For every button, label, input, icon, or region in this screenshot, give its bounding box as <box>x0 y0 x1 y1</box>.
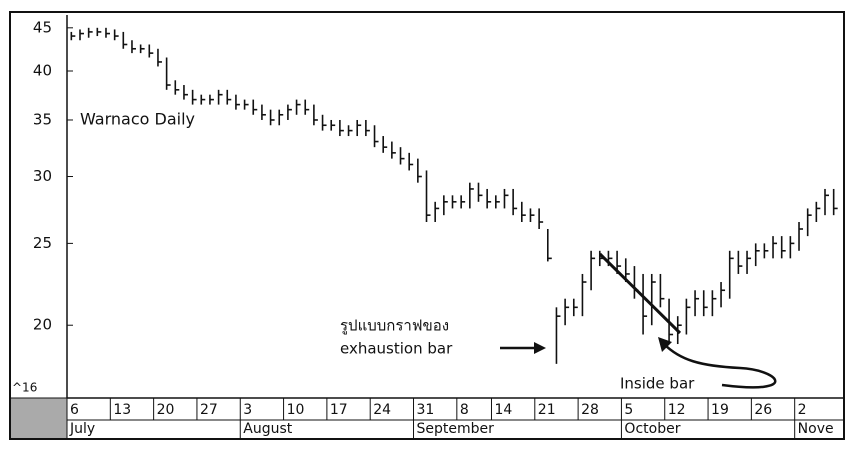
month-label: October <box>624 421 680 437</box>
trend-line <box>598 252 682 335</box>
y-tick-label: 20 <box>33 316 52 334</box>
x-tick-label: 2 <box>798 402 807 418</box>
x-tick-label: 5 <box>624 402 633 418</box>
annotation: รูปแบบกราฟของ <box>340 317 449 335</box>
y-tick-label: 25 <box>33 234 52 252</box>
corner-box <box>11 398 67 438</box>
inside-bar-arrow <box>663 343 777 389</box>
arrow-head <box>534 342 546 354</box>
y-tick-label: 30 <box>33 167 52 185</box>
month-label: August <box>243 421 293 437</box>
y-tick-label: 35 <box>33 110 52 128</box>
chart-title: Warnaco Daily <box>80 110 195 129</box>
x-tick-label: 8 <box>460 402 469 418</box>
x-tick-label: 21 <box>538 402 556 418</box>
frame <box>9 11 845 440</box>
x-tick-label: 27 <box>200 402 218 418</box>
x-tick-label: 13 <box>113 402 131 418</box>
annotation: exhaustion bar <box>340 340 453 358</box>
x-tick-label: 3 <box>243 402 252 418</box>
x-tick-label: 26 <box>754 402 772 418</box>
axis-note: ^16 <box>12 381 37 395</box>
y-tick-label: 45 <box>33 18 52 36</box>
annotation: Inside bar <box>620 375 695 393</box>
x-tick-label: 31 <box>417 402 435 418</box>
month-label: September <box>417 421 495 437</box>
x-tick-label: 28 <box>581 402 599 418</box>
x-tick-label: 20 <box>157 402 175 418</box>
x-tick-label: 6 <box>70 402 79 418</box>
y-tick-label: 40 <box>33 62 52 80</box>
x-tick-label: 10 <box>287 402 305 418</box>
x-tick-label: 14 <box>494 402 512 418</box>
month-label: July <box>69 421 95 437</box>
x-tick-label: 17 <box>330 402 348 418</box>
x-tick-label: 24 <box>373 402 391 418</box>
x-tick-label: 19 <box>711 402 729 418</box>
x-tick-label: 12 <box>668 402 686 418</box>
month-label: Nove <box>798 421 834 437</box>
